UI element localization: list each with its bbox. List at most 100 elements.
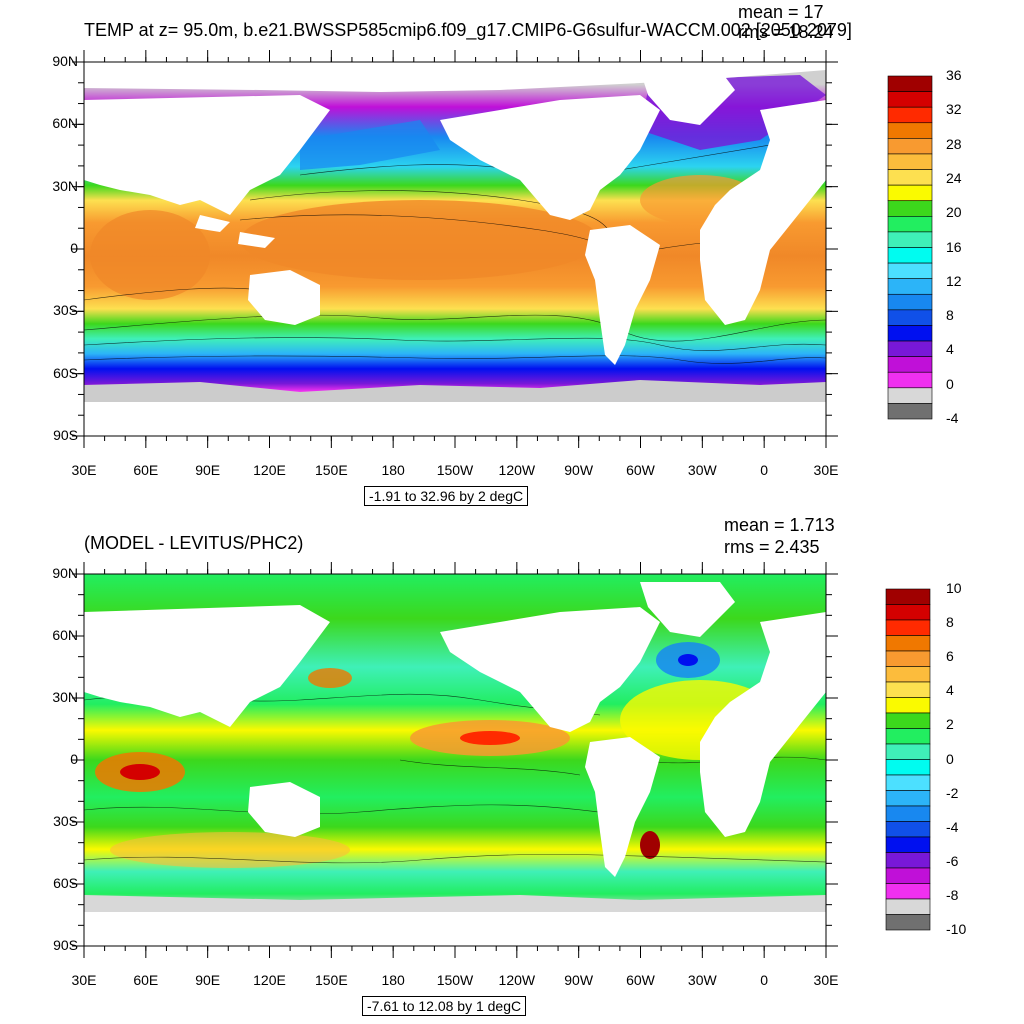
- colorbar-swatch: [885, 821, 931, 838]
- top-lat-label: 90S: [53, 427, 78, 443]
- top-plot-title: TEMP at z= 95.0m, b.e21.BWSSP585cmip6.f0…: [84, 20, 852, 40]
- top-lon-label: 30E: [813, 462, 839, 478]
- colorbar-swatch: [885, 914, 931, 931]
- bottom-lon-label: 90E: [195, 972, 221, 988]
- colorbar-label: 6: [946, 648, 954, 665]
- colorbar-swatch: [887, 75, 933, 92]
- colorbar-swatch: [887, 309, 933, 326]
- bottom-lat-label: 30N: [52, 689, 78, 705]
- bottom-lon-label: 60E: [133, 972, 159, 988]
- bottom-polar-fill: [84, 895, 826, 912]
- bottom-lon-label: 150E: [314, 972, 348, 988]
- colorbar-swatch: [887, 371, 933, 389]
- colorbar-swatch: [885, 635, 931, 652]
- colorbar-swatch: [885, 867, 931, 884]
- bottom-lon-label: 120E: [253, 972, 286, 988]
- colorbar-swatch: [885, 697, 931, 714]
- top-lon-label: 150E: [314, 462, 348, 478]
- colorbar-swatch: [887, 293, 933, 311]
- bottom-rms-stat: rms = 2.435: [724, 537, 820, 557]
- bottom-lon-label: 180: [381, 972, 405, 988]
- colorbar-label: -6: [946, 852, 959, 869]
- colorbar-swatch: [887, 138, 933, 155]
- colorbar-swatch: [887, 122, 933, 139]
- colorbar-label: -10: [946, 921, 967, 937]
- top-lon-label: 120E: [253, 462, 286, 478]
- top-antarctic-ice: [84, 380, 826, 402]
- colorbar-swatch: [885, 883, 931, 900]
- colorbar-swatch: [885, 898, 931, 915]
- colorbar-label: 10: [946, 580, 962, 596]
- colorbar-label: 12: [946, 272, 962, 289]
- colorbar-swatch: [885, 852, 931, 869]
- colorbar-label: 20: [946, 204, 962, 221]
- bottom-lon-label: 30W: [687, 972, 717, 988]
- colorbar-swatch: [887, 247, 933, 264]
- bottom-contour-range: -7.61 to 12.08 by 1 degC: [362, 996, 527, 1016]
- top-contour-range: -1.91 to 32.96 by 2 degC: [364, 486, 529, 506]
- colorbar-swatch: [885, 588, 931, 605]
- colorbar-swatch: [887, 169, 933, 186]
- colorbar-swatch: [885, 728, 931, 745]
- colorbar-label: 24: [946, 169, 962, 186]
- colorbar-label: 4: [946, 682, 954, 699]
- colorbar-swatch: [887, 91, 933, 108]
- top-lon-label: 90W: [564, 462, 594, 478]
- top-lon-label: 30E: [71, 462, 97, 478]
- colorbar-label: 28: [946, 135, 962, 152]
- colorbar-swatch: [887, 231, 933, 248]
- top-lon-label: 180: [381, 462, 405, 478]
- colorbar-swatch: [885, 759, 931, 776]
- colorbar-swatch: [887, 340, 933, 357]
- colorbar-swatch: [885, 666, 931, 683]
- colorbar-swatch: [887, 200, 933, 217]
- top-lon-label: 60E: [133, 462, 159, 478]
- colorbar-label: 4: [946, 341, 954, 358]
- colorbar-swatch: [887, 262, 933, 279]
- colorbar-label: -2: [946, 784, 959, 801]
- bottom-lon-label: 60W: [626, 972, 655, 988]
- bottom-lat-label: 0: [70, 751, 78, 767]
- bottom-lat-label: 90N: [52, 565, 78, 581]
- top-lon-label: 150W: [436, 462, 474, 478]
- colorbar-swatch: [885, 681, 931, 698]
- colorbar-label: 36: [946, 67, 962, 83]
- top-mean-stat: mean = 17: [738, 2, 824, 22]
- top-lon-label: 60W: [626, 462, 655, 478]
- top-lat-label: 60S: [53, 364, 78, 381]
- bottom-lon-label: 0: [760, 972, 769, 988]
- top-lat-label: 30N: [52, 177, 78, 194]
- colorbar-swatch: [885, 790, 931, 807]
- bottom-lon-label: 150W: [436, 972, 474, 988]
- colorbar-label: 32: [946, 101, 962, 118]
- colorbar-label: 0: [946, 375, 954, 392]
- bottom-lon-label: 90W: [564, 972, 594, 988]
- bottom-lat-label: 60N: [52, 627, 78, 643]
- colorbar-swatch: [885, 619, 931, 636]
- top-lon-label: 30W: [687, 462, 717, 478]
- colorbar-swatch: [885, 650, 931, 667]
- bottom-lon-label: 30E: [71, 972, 97, 988]
- colorbar-label: -8: [946, 886, 959, 903]
- colorbar-swatch: [885, 604, 931, 621]
- colorbar-swatch: [885, 836, 931, 853]
- bottom-mean-stat: mean = 1.713: [724, 515, 835, 535]
- colorbar-label: 0: [946, 750, 954, 767]
- top-lat-label: 0: [70, 240, 78, 256]
- colorbar-label: -4: [946, 818, 959, 835]
- colorbar-swatch: [885, 805, 931, 822]
- bottom-lat-label: 30S: [53, 813, 78, 829]
- colorbar-swatch: [885, 743, 931, 760]
- colorbar-swatch: [887, 403, 933, 420]
- top-map-field: [84, 62, 826, 436]
- colorbar-label: 2: [946, 716, 954, 733]
- top-land: [84, 62, 826, 436]
- colorbar-swatch: [887, 106, 933, 124]
- bottom-lon-label: 30E: [813, 972, 839, 988]
- top-lon-label: 90E: [195, 462, 221, 478]
- top-lat-label: 90N: [52, 53, 78, 69]
- top-lon-label: 0: [760, 462, 769, 478]
- colorbar-swatch: [887, 356, 933, 373]
- bottom-lat-label: 90S: [53, 937, 78, 953]
